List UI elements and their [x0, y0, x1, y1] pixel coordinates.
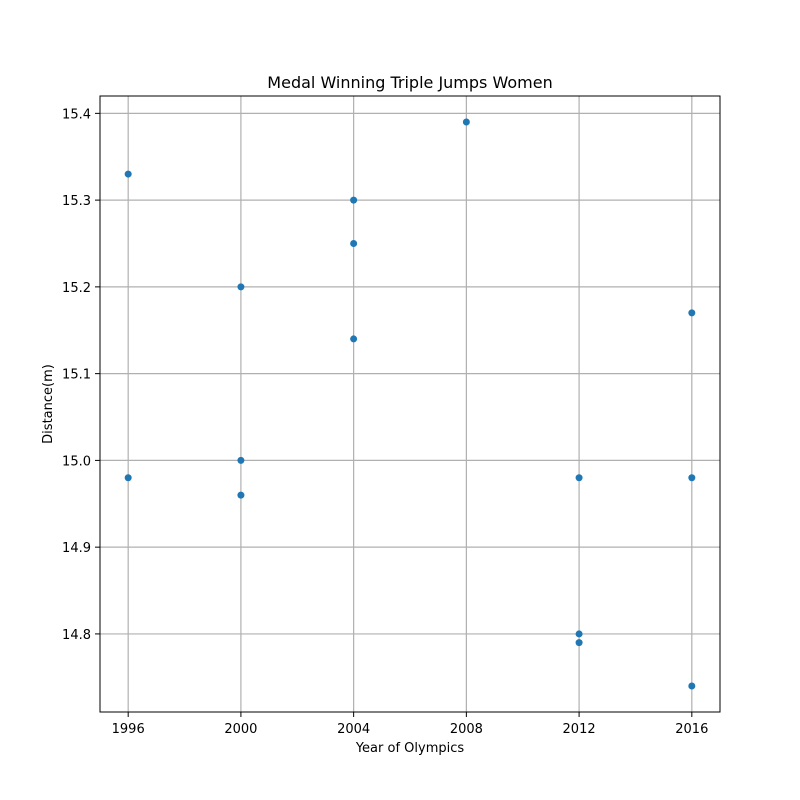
y-tick-label: 14.8	[62, 628, 91, 643]
y-tick-label: 15.0	[62, 454, 91, 469]
data-point	[575, 639, 583, 647]
data-point	[237, 491, 245, 499]
data-point	[688, 682, 696, 690]
data-point	[237, 283, 245, 291]
y-tick-label: 15.2	[62, 281, 91, 296]
y-tick-label: 15.4	[62, 107, 91, 122]
y-axis-label: Distance(m)	[41, 364, 56, 444]
x-tick-label: 1996	[112, 722, 145, 737]
y-tick-label: 14.9	[62, 541, 91, 556]
data-point	[124, 474, 132, 482]
data-point	[462, 118, 470, 126]
grid-layer	[100, 96, 720, 712]
x-tick-label: 2016	[675, 722, 708, 737]
points-layer	[124, 118, 696, 690]
data-point	[350, 239, 358, 247]
chart-title: Medal Winning Triple Jumps Women	[267, 73, 552, 92]
data-point	[350, 335, 358, 343]
data-point	[124, 170, 132, 178]
data-point	[237, 456, 245, 464]
y-tick-label: 15.1	[62, 368, 91, 383]
data-point	[575, 630, 583, 638]
data-point	[350, 196, 358, 204]
data-point	[575, 474, 583, 482]
plot-frame	[99, 95, 721, 713]
x-tick-label: 2008	[450, 722, 483, 737]
y-tick-label: 15.3	[62, 194, 91, 209]
x-tick-label: 2004	[337, 722, 370, 737]
x-tick-label: 2000	[224, 722, 257, 737]
data-point	[688, 474, 696, 482]
x-tick-label: 2012	[563, 722, 596, 737]
data-point	[688, 309, 696, 317]
ticks-layer: 1996 2000 2004 2008 2012 2016 14.8 14.9 15.0 15.1…	[62, 107, 708, 737]
x-axis-label: Year of Olympics	[355, 741, 465, 756]
